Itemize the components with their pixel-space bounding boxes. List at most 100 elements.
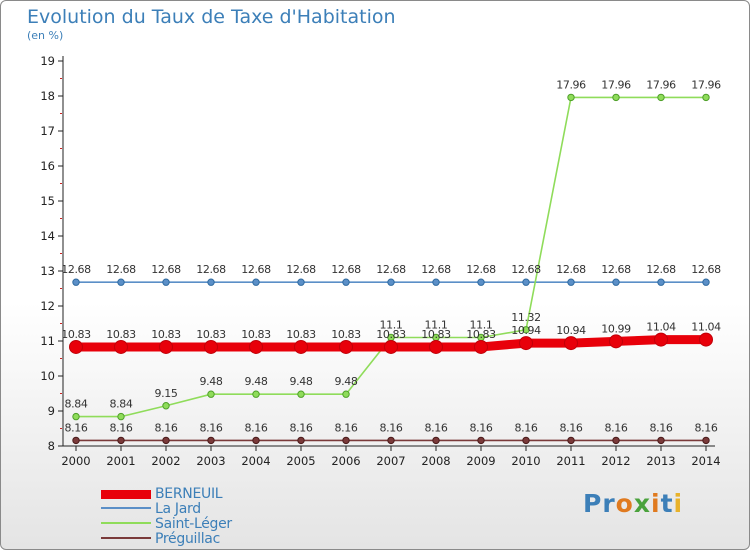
data-label: 12.68 (61, 263, 91, 276)
data-point (207, 390, 215, 398)
x-tick-label: 2007 (376, 454, 405, 468)
data-point (564, 336, 578, 351)
x-tick-label: 2000 (61, 454, 90, 468)
data-label: 12.68 (466, 263, 496, 276)
data-label: 10.83 (196, 328, 226, 341)
x-tick-label: 2003 (196, 454, 225, 468)
y-tick-label: 10 (40, 369, 55, 383)
data-point (252, 390, 260, 398)
legend-label-preguillac: Préguillac (155, 531, 220, 547)
legend-swatch-berneuil (101, 490, 151, 499)
data-label: 9.15 (155, 387, 178, 400)
data-point (342, 278, 350, 286)
data-point (342, 436, 350, 445)
proxiti-logo: Proxiti (583, 489, 683, 518)
data-point (162, 402, 170, 410)
y-tick-label: 15 (40, 194, 55, 208)
logo-letter: i (673, 489, 684, 518)
data-label: 11.04 (646, 321, 676, 334)
data-point (207, 436, 215, 445)
series-line-Saint-Léger (75, 96, 707, 418)
y-tick-label: 8 (48, 439, 55, 453)
data-label: 12.68 (286, 263, 316, 276)
data-label: 8.16 (200, 421, 223, 434)
data-label: 8.16 (155, 421, 178, 434)
y-tick-label: 13 (40, 264, 55, 278)
legend-swatch-la-jard (101, 507, 151, 509)
data-point (162, 436, 170, 445)
data-label: 8.16 (650, 421, 673, 434)
x-tick-label: 2005 (286, 454, 315, 468)
data-label: 10.83 (466, 328, 496, 341)
data-label: 8.16 (605, 421, 628, 434)
data-label: 10.83 (151, 328, 181, 341)
y-tick-label: 9 (48, 404, 55, 418)
data-label: 10.83 (241, 328, 271, 341)
data-label: 9.48 (200, 375, 223, 388)
data-point (477, 436, 485, 445)
data-label: 10.94 (556, 324, 586, 337)
logo-letter: P (583, 489, 603, 518)
x-tick-label: 2008 (421, 454, 450, 468)
logo-letter: o (615, 489, 634, 518)
data-label: 8.84 (65, 398, 88, 411)
data-point (522, 278, 530, 286)
data-label: 12.68 (601, 263, 631, 276)
data-label: 8.16 (425, 421, 448, 434)
data-label: 8.16 (560, 421, 583, 434)
data-point (117, 412, 125, 421)
legend-swatch-preguillac (101, 537, 151, 539)
y-tick-label: 18 (40, 89, 55, 103)
data-point (522, 326, 530, 334)
data-point (159, 339, 173, 354)
x-tick-label: 2010 (511, 454, 540, 468)
data-label: 12.68 (151, 263, 181, 276)
logo-letter: i (651, 489, 661, 518)
data-label: 8.16 (515, 421, 538, 434)
x-tick-label: 2013 (646, 454, 675, 468)
x-tick-label: 2002 (151, 454, 180, 468)
data-label: 8.16 (470, 421, 493, 434)
data-point (72, 412, 80, 421)
logo-letter: x (633, 489, 651, 518)
data-label: 11.04 (691, 321, 721, 334)
y-tick-label: 12 (40, 299, 55, 313)
data-point (72, 278, 80, 286)
data-point (699, 332, 713, 347)
data-point (519, 336, 533, 351)
y-tick-label: 14 (40, 229, 55, 243)
logo-letter: r (602, 489, 616, 518)
data-point (654, 332, 668, 347)
data-label: 17.96 (601, 78, 631, 91)
data-label: 8.16 (290, 421, 313, 434)
data-label: 17.96 (556, 78, 586, 91)
data-label: 8.16 (335, 421, 358, 434)
y-tick-label: 16 (40, 159, 55, 173)
data-label: 10.83 (286, 328, 316, 341)
data-point (612, 278, 620, 286)
data-point (69, 339, 83, 354)
chart-title: Evolution du Taux de Taxe d'Habitation (27, 6, 396, 28)
data-label: 10.83 (376, 328, 406, 341)
data-label: 10.83 (61, 328, 91, 341)
data-label: 12.68 (511, 263, 541, 276)
data-point (612, 436, 620, 445)
data-label: 10.94 (511, 324, 541, 337)
data-point (429, 339, 443, 354)
data-point (702, 436, 710, 445)
data-label: 8.16 (65, 421, 88, 434)
data-point (432, 436, 440, 445)
data-point (117, 436, 125, 445)
data-point (657, 278, 665, 286)
data-point (522, 436, 530, 445)
data-point (387, 278, 395, 286)
data-label: 11.1 (380, 319, 403, 332)
x-tick-label: 2009 (466, 454, 495, 468)
data-point (387, 436, 395, 445)
x-tick-label: 2012 (601, 454, 630, 468)
data-label: 10.83 (331, 328, 361, 341)
data-point (432, 278, 440, 286)
data-label: 8.16 (695, 421, 718, 434)
data-label: 12.68 (691, 263, 721, 276)
